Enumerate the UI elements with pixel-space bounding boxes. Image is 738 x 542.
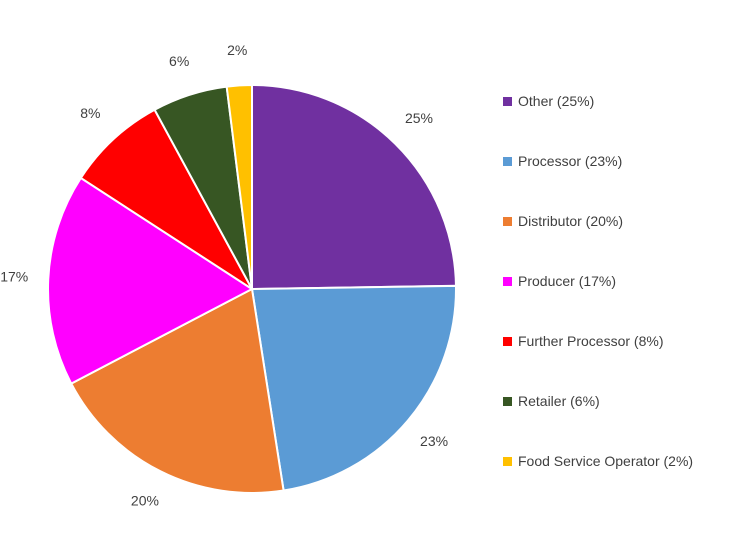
- data-label-food-service-operator: 2%: [227, 42, 247, 58]
- legend-label-processor: Processor (23%): [518, 153, 623, 169]
- legend-label-other: Other (25%): [518, 93, 595, 109]
- legend-swatch-food-service-operator: [503, 457, 512, 466]
- legend-item-other: Other (25%): [503, 92, 693, 152]
- legend: Other (25%) Processor (23%) Distributor (2…: [503, 92, 693, 512]
- legend-item-food-service-operator: Food Service Operator (2%): [503, 452, 693, 512]
- legend-swatch-producer: [503, 277, 512, 286]
- legend-label-retailer: Retailer (6%): [518, 393, 600, 409]
- legend-item-distributor: Distributor (20%): [503, 212, 693, 272]
- pie-slice-producer: [47, 176, 254, 385]
- legend-item-processor: Processor (23%): [503, 152, 693, 212]
- data-label-producer: 17%: [0, 269, 28, 285]
- legend-label-further-processor: Further Processor (8%): [518, 333, 664, 349]
- pie-slice-further-processor: [79, 108, 253, 290]
- data-labels: 25% 23% 20% 17% 8% 6% 2%: [0, 42, 448, 508]
- data-label-other: 25%: [405, 110, 433, 126]
- data-label-further-processor: 8%: [80, 105, 100, 121]
- data-label-distributor: 20%: [131, 492, 159, 508]
- pie-slice-other: [251, 83, 457, 291]
- legend-label-distributor: Distributor (20%): [518, 213, 624, 229]
- legend-swatch-processor: [503, 157, 512, 166]
- data-label-processor: 23%: [420, 433, 448, 449]
- legend-item-producer: Producer (17%): [503, 272, 693, 332]
- legend-item-further-processor: Further Processor (8%): [503, 332, 693, 392]
- pie-slice-food-service-operator: [225, 83, 253, 290]
- legend-label-producer: Producer (17%): [518, 273, 617, 289]
- pie-slices: [47, 83, 457, 494]
- legend-swatch-other: [503, 97, 512, 106]
- legend-swatch-further-processor: [503, 337, 512, 346]
- legend-swatch-distributor: [503, 217, 512, 226]
- pie-slice-distributor: [69, 287, 285, 494]
- legend-label-food-service-operator: Food Service Operator (2%): [518, 453, 694, 469]
- pie-slice-processor: [250, 284, 457, 492]
- data-label-retailer: 6%: [169, 53, 189, 69]
- legend-item-retailer: Retailer (6%): [503, 392, 693, 452]
- legend-swatch-retailer: [503, 397, 512, 406]
